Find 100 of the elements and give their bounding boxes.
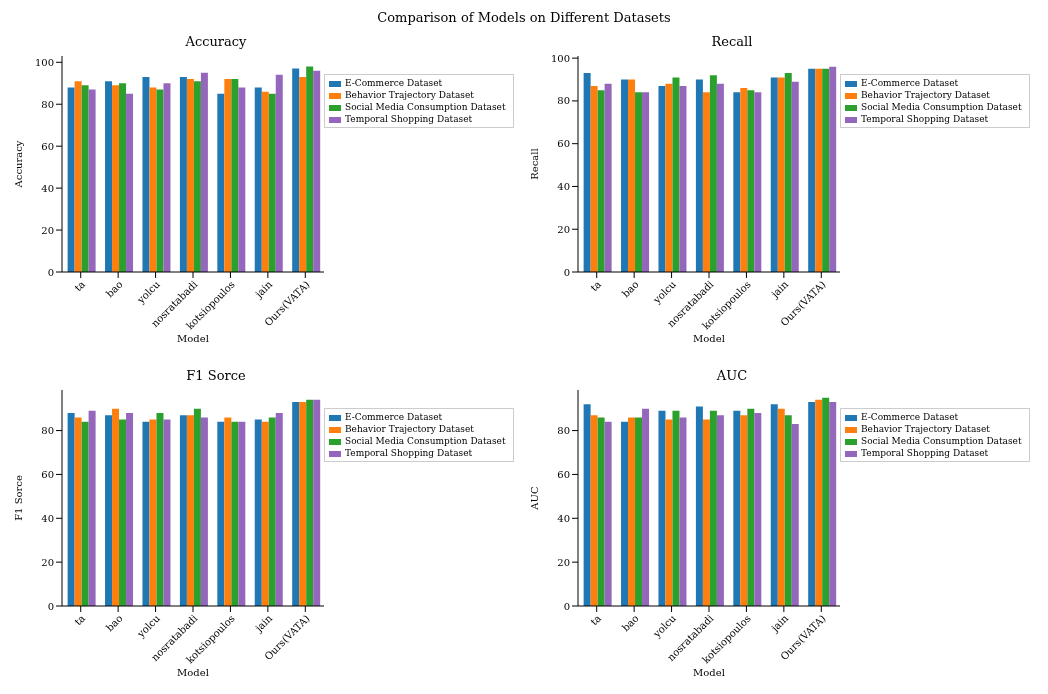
y-tick-label: 20 <box>557 223 570 235</box>
bar <box>702 92 710 272</box>
y-tick-label: 40 <box>557 181 570 193</box>
bar <box>642 92 650 272</box>
bar <box>238 87 246 272</box>
bar <box>254 87 262 272</box>
bar <box>770 404 778 606</box>
bar <box>105 415 113 606</box>
bar <box>784 415 792 606</box>
y-tick-label: 100 <box>550 52 570 64</box>
bar <box>740 88 748 272</box>
bar <box>179 415 187 606</box>
x-axis-title: Model <box>693 667 725 678</box>
bar <box>119 83 127 272</box>
bar <box>672 410 680 606</box>
bar <box>105 81 113 272</box>
bar <box>702 419 710 606</box>
bar <box>791 81 799 272</box>
bar <box>149 87 157 272</box>
bar <box>119 419 127 606</box>
bar <box>156 89 164 272</box>
legend-label: Behavior Trajectory Dataset <box>861 424 990 434</box>
bar <box>621 421 629 606</box>
bar <box>658 410 666 606</box>
y-tick-label: 20 <box>41 556 54 568</box>
legend-label: E-Commerce Dataset <box>861 78 959 88</box>
legend-label: Behavior Trajectory Dataset <box>861 90 990 100</box>
bar <box>292 402 300 606</box>
bar <box>163 83 171 272</box>
y-tick-label: 0 <box>563 600 570 612</box>
x-tick-label: bao <box>619 612 641 634</box>
bar <box>275 74 283 272</box>
bar <box>186 79 194 272</box>
bar <box>275 413 283 606</box>
bar <box>770 77 778 272</box>
legend-label: Behavior Trajectory Dataset <box>345 90 474 100</box>
bar <box>200 72 208 272</box>
bar <box>695 79 703 272</box>
bar <box>292 68 300 272</box>
bar <box>299 76 307 272</box>
legend-label: E-Commerce Dataset <box>345 78 443 88</box>
bar <box>808 68 816 272</box>
bar <box>179 76 187 272</box>
chart-title: Accuracy <box>184 34 248 49</box>
bar <box>261 91 269 272</box>
y-axis-title: AUC <box>528 486 540 511</box>
bar <box>217 421 225 606</box>
bar <box>628 79 636 272</box>
bar <box>621 79 629 272</box>
bar <box>815 68 823 272</box>
bar <box>784 73 792 272</box>
bar <box>268 93 276 272</box>
bar <box>716 415 724 606</box>
bar <box>88 89 96 272</box>
x-axis-title: Model <box>693 333 725 344</box>
bar <box>306 66 314 272</box>
bar <box>808 402 816 606</box>
y-tick-label: 80 <box>557 95 570 107</box>
x-tick-label: ta <box>588 612 604 628</box>
bar <box>665 83 673 272</box>
bar <box>126 93 134 272</box>
bar <box>163 419 171 606</box>
bar <box>112 408 120 606</box>
legend-label: Social Media Consumption Dataset <box>345 102 506 112</box>
bar <box>224 79 232 272</box>
bar <box>829 66 837 272</box>
y-tick-label: 60 <box>41 140 54 152</box>
bar <box>733 410 741 606</box>
bar <box>822 68 830 272</box>
chart-title: Recall <box>711 34 753 49</box>
bar <box>590 415 598 606</box>
bar <box>224 417 232 606</box>
bar <box>583 404 591 606</box>
bar <box>254 419 262 606</box>
bar <box>299 402 307 606</box>
bar <box>597 417 605 606</box>
bar <box>754 92 762 272</box>
legend-label: Social Media Consumption Dataset <box>861 102 1022 112</box>
bar <box>149 419 157 606</box>
bar <box>88 410 96 606</box>
y-tick-label: 20 <box>41 224 54 236</box>
y-tick-label: 60 <box>557 138 570 150</box>
bar <box>186 415 194 606</box>
bar <box>142 76 150 272</box>
y-axis-title: Recall <box>528 148 540 180</box>
bar <box>777 77 785 272</box>
bar <box>306 399 314 606</box>
x-axis-title: Model <box>177 667 209 678</box>
bar <box>200 417 208 606</box>
y-tick-label: 0 <box>47 600 54 612</box>
chart-title: F1 Sorce <box>186 368 246 383</box>
bar <box>754 413 762 606</box>
y-tick-label: 40 <box>41 182 54 194</box>
legend-label: E-Commerce Dataset <box>861 412 959 422</box>
legend-label: Temporal Shopping Dataset <box>345 448 473 458</box>
y-tick-label: 80 <box>41 425 54 437</box>
bar <box>709 410 717 606</box>
bar <box>815 399 823 606</box>
bar <box>665 419 673 606</box>
x-tick-label: bao <box>103 278 125 300</box>
